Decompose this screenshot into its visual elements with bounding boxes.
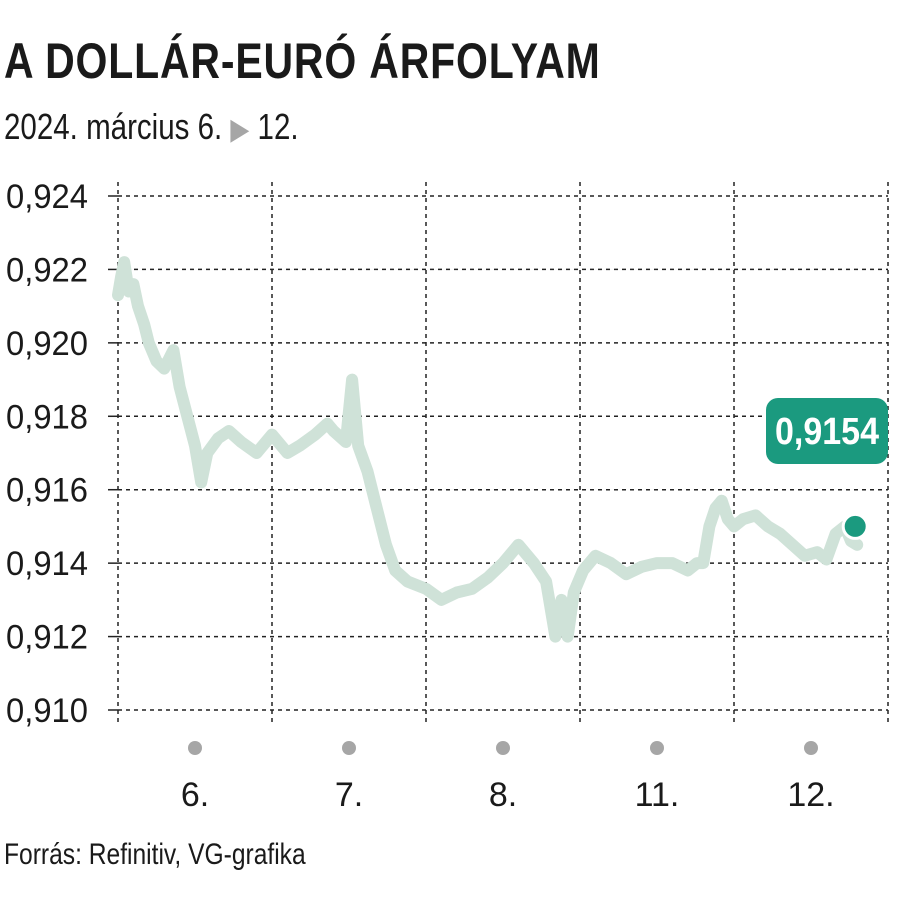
last-value-dot — [841, 512, 869, 540]
plot-area: 0,9154 — [112, 256, 888, 643]
day-marker-dot — [650, 741, 664, 755]
day-marker-dot — [188, 741, 202, 755]
y-tick-label: 0,924 — [6, 178, 88, 216]
series-line — [112, 256, 864, 643]
day-marker-dot — [496, 741, 510, 755]
chart-title: A DOLLÁR-EURÓ ÁRFOLYAM — [4, 33, 601, 89]
x-tick-label: 11. — [635, 776, 680, 814]
last-value-label: 0,9154 — [775, 411, 879, 453]
subtitle-end-date: 12. — [257, 106, 299, 147]
y-tick-label: 0,920 — [6, 325, 88, 363]
x-axis: 6. 7. 8. 11. 12. — [181, 741, 835, 814]
x-tick-label: 8. — [489, 776, 517, 814]
subtitle-start-date: 2024. március 6. — [4, 106, 223, 147]
y-axis: 0,924 0,922 0,920 0,918 0,916 0,914 0,912 0,910 — [6, 178, 118, 730]
x-tick-label: 12. — [787, 776, 834, 814]
y-tick-label: 0,914 — [6, 545, 88, 583]
source-note: Forrás: Refinitiv, VG-grafika — [4, 838, 306, 871]
day-marker-dot — [804, 741, 818, 755]
y-tick-label: 0,922 — [6, 251, 88, 289]
x-tick-label: 6. — [181, 776, 209, 814]
chart-subtitle: 2024. március 6. ▶ 12. — [4, 106, 299, 148]
y-tick-label: 0,916 — [6, 472, 88, 510]
y-tick-label: 0,918 — [6, 398, 88, 436]
chart-grid — [117, 182, 889, 726]
day-marker-dot — [342, 741, 356, 755]
arrow-right-icon: ▶ — [230, 113, 250, 146]
x-tick-label: 7. — [335, 776, 363, 814]
last-value-badge — [766, 398, 888, 464]
y-tick-label: 0,910 — [6, 692, 88, 730]
y-tick-label: 0,912 — [6, 619, 88, 657]
